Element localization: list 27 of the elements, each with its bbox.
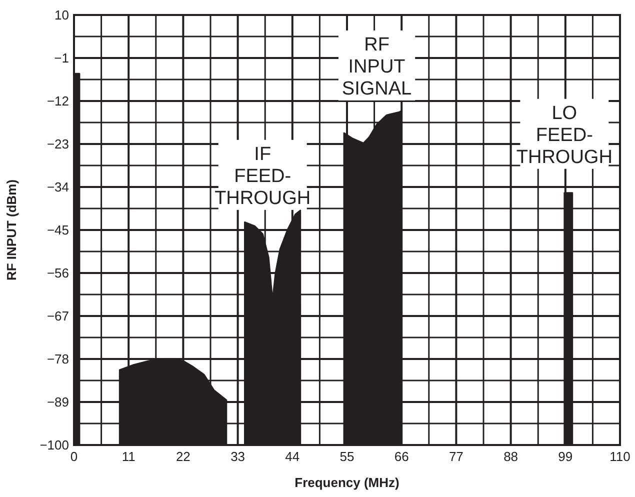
x-tick-label: 44 (285, 449, 300, 464)
y-tick-label: −67 (46, 308, 69, 324)
y-tick-label: −56 (46, 266, 69, 280)
y-tick-label: −100 (40, 438, 69, 452)
x-tick-label: 77 (448, 449, 464, 464)
x-tick-label: 33 (230, 449, 246, 464)
x-tick-label: 0 (70, 449, 78, 464)
x-tick-label: 55 (340, 449, 354, 464)
x-tick-label: 88 (504, 449, 518, 464)
x-axis-title: Frequency (MHz) (294, 475, 400, 490)
x-tick-label: 66 (394, 449, 409, 464)
y-tick-label: −1 (54, 50, 69, 66)
y-tick-label: −89 (46, 394, 69, 410)
y-tick-label: −34 (46, 180, 69, 194)
x-tick-label: 22 (176, 449, 190, 464)
x-tick-label: 110 (610, 449, 630, 464)
y-tick-label: −12 (46, 94, 69, 108)
y-tick-label: −45 (46, 222, 69, 238)
x-tick-label: 11 (122, 449, 136, 464)
annotation: IF FEED- THROUGH (214, 144, 311, 209)
y-tick-label: −78 (46, 352, 69, 366)
y-axis-title: RF INPUT (dBm) (4, 179, 19, 281)
x-tick-label: 99 (558, 449, 573, 464)
annotation: LO FEED- THROUGH (516, 102, 612, 168)
annotation: RF INPUT SIGNAL (342, 34, 412, 100)
y-tick-label: 10 (54, 8, 69, 22)
y-tick-label: −23 (46, 136, 69, 152)
